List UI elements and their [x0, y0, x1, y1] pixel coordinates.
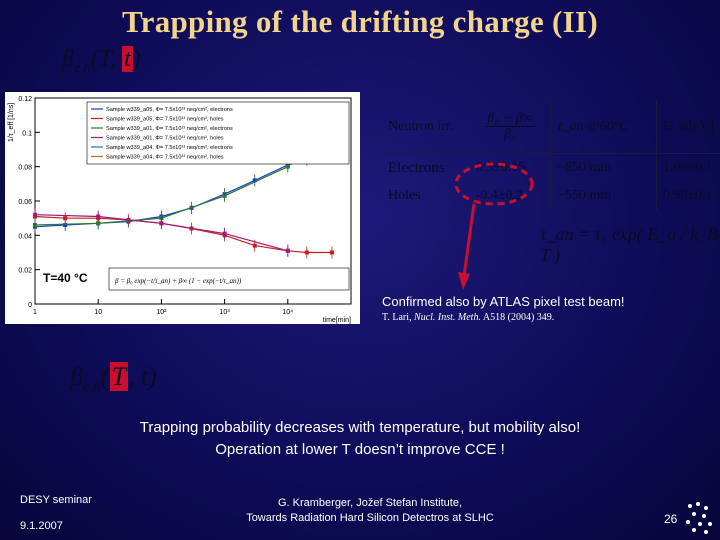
- paren-open: (: [100, 362, 110, 391]
- cell-energy: 1.06±0.1: [662, 160, 713, 175]
- x-tick-label: 10³: [220, 309, 231, 316]
- x-tick-label: 10: [94, 309, 102, 316]
- data-point: [285, 164, 290, 169]
- y-tick-label: 0: [28, 302, 32, 309]
- row-label: Electrons: [382, 153, 470, 182]
- legend-box: [86, 101, 350, 165]
- arg-time-highlighted: t: [122, 46, 133, 72]
- highlight-annotation: [454, 162, 534, 290]
- footer-left: DESY seminar 9.1.2007: [20, 489, 92, 537]
- x-tick-label: 10⁴: [282, 309, 293, 316]
- statement-line-1: Trapping probability decreases with temp…: [139, 419, 581, 436]
- footer-center: G. Kramberger, Jožef Stefan Institute, T…: [225, 496, 515, 526]
- beta-ratio-fraction: β₀ − β∞ β₀: [485, 111, 535, 142]
- data-point: [252, 178, 257, 183]
- cell-tau: ~550 min: [550, 182, 657, 210]
- data-point: [96, 214, 101, 219]
- header-beta-ratio: β₀ − β∞ β₀: [469, 101, 552, 154]
- fraction-numerator: β₀ − β∞: [485, 111, 535, 127]
- fraction-denominator: β₀: [504, 127, 516, 142]
- footer-event: DESY seminar: [20, 494, 92, 506]
- y-axis-label: 1/τ_eff [1/ns]: [8, 103, 15, 142]
- data-point: [222, 231, 227, 236]
- legend-label: Sample w339_a04, Φ= 7.5x10¹³ neq/cm², el…: [106, 145, 233, 151]
- data-point: [222, 193, 227, 198]
- y-tick-label: 0.08: [18, 165, 32, 172]
- x-axis-label: time[min]: [323, 317, 351, 324]
- arg-comma: ,: [110, 46, 123, 72]
- parameters-table: Neutron irr. β₀ − β∞ β₀ τ_an @60°C E_ta[…: [382, 101, 720, 210]
- footer-date: 9.1.2007: [20, 520, 63, 532]
- chart-svg: 0 0.02 0.04 0.06 0.08 0.1 0.12 1 10 10² 10³ 10⁴ time…: [5, 92, 360, 324]
- slide-title: Trapping of the drifting charge (II): [121, 4, 599, 39]
- data-point: [33, 212, 37, 217]
- beta-subscript: e,h: [82, 379, 101, 396]
- citation: T. Lari, Nucl. Inst. Meth. A518 (2004) 3…: [382, 312, 554, 323]
- header-tau-an: τ_an @60°C: [550, 101, 657, 154]
- statement-line-2: Operation at lower T doesn’t improve CCE…: [215, 441, 505, 458]
- beta-formula-top: βe,h(T, t): [62, 46, 141, 77]
- legend-label: Sample w339_a05, Φ= 7.5x10¹³ neq/cm², el…: [106, 107, 233, 113]
- legend-label: Sample w339_a05, Φ= 7.5x10¹³ neq/cm², ho…: [106, 117, 224, 123]
- citation-authors: T. Lari,: [382, 312, 412, 323]
- legend-label: Sample w339_a01, Φ= 7.5x10¹³ neq/cm², ho…: [106, 136, 224, 142]
- arg-temperature: T: [98, 46, 111, 72]
- paren-open: (: [90, 46, 99, 72]
- header-neutron-irr: Neutron irr.: [382, 101, 470, 154]
- data-point: [63, 216, 68, 221]
- data-point: [159, 221, 164, 226]
- temperature-annotation: T=40 °C: [43, 271, 88, 285]
- page-number: 26: [664, 512, 678, 526]
- fit-formula-box: [108, 267, 350, 291]
- institute-logo-icon: [686, 502, 712, 534]
- x-tick-label: 1: [33, 309, 37, 316]
- legend-label: Sample w339_a01, Φ= 7.5x10¹³ neq/cm², el…: [106, 126, 233, 132]
- header-energy: E_ta[eV]: [656, 101, 720, 154]
- beta-symbol: β: [62, 46, 74, 72]
- arg-rest: , t): [128, 362, 157, 391]
- arg-temperature-highlighted: T: [109, 362, 129, 391]
- y-tick-label: 0.06: [18, 199, 32, 206]
- citation-journal: Nucl. Inst. Meth.: [414, 312, 481, 323]
- y-tick-label: 0.04: [18, 233, 32, 240]
- data-point: [33, 223, 37, 228]
- statement: Trapping probability decreases with temp…: [0, 417, 720, 461]
- footer-talk-title: Towards Radiation Hard Silicon Detectros…: [246, 512, 494, 524]
- tau-annealing-formula: τ_an = τ₀ exp( E_a / k_B T ): [540, 224, 719, 265]
- citation-reference: A518 (2004) 349.: [482, 312, 555, 323]
- data-point: [304, 250, 309, 255]
- data-point: [252, 243, 257, 248]
- trapping-plot: 0 0.02 0.04 0.06 0.08 0.1 0.12 1 10 10² 10³ 10⁴ time…: [5, 92, 360, 324]
- confirmation-text: Confirmed also by ATLAS pixel test beam!: [382, 294, 625, 309]
- data-point: [329, 250, 334, 255]
- paren-close: ): [132, 46, 141, 72]
- x-tick-label: 10²: [156, 309, 167, 316]
- y-tick-label: 0.1: [22, 130, 32, 137]
- data-point: [63, 223, 68, 228]
- fit-formula: β = β₀ exp(−t/τ_an) + β∞ (1 − exp(−t/τ_a…: [114, 277, 242, 285]
- legend-label: Sample w339_a04, Φ= 7.5x10¹³ neq/cm², ho…: [106, 155, 224, 161]
- y-tick-label: 0.02: [18, 268, 32, 275]
- cell-tau: ~650 min: [550, 153, 657, 182]
- footer-author: G. Kramberger, Jožef Stefan Institute,: [277, 497, 463, 509]
- data-point: [96, 221, 101, 226]
- beta-symbol: β: [70, 362, 83, 391]
- cell-energy: 0.98±0.1: [662, 188, 713, 203]
- table-header-row: Neutron irr. β₀ − β∞ β₀ τ_an @60°C E_ta[…: [382, 101, 720, 154]
- y-tick-label: 0.12: [18, 96, 32, 103]
- table-row: Holes -0.4±0.2 ~550 min 0.98±0.1: [382, 182, 720, 210]
- beta-formula-bottom: βe,h(T, t): [70, 362, 157, 396]
- cell-ratio: -0.4±0.2: [469, 182, 552, 210]
- data-point: [285, 248, 290, 253]
- beta-subscript: e,h: [73, 60, 91, 76]
